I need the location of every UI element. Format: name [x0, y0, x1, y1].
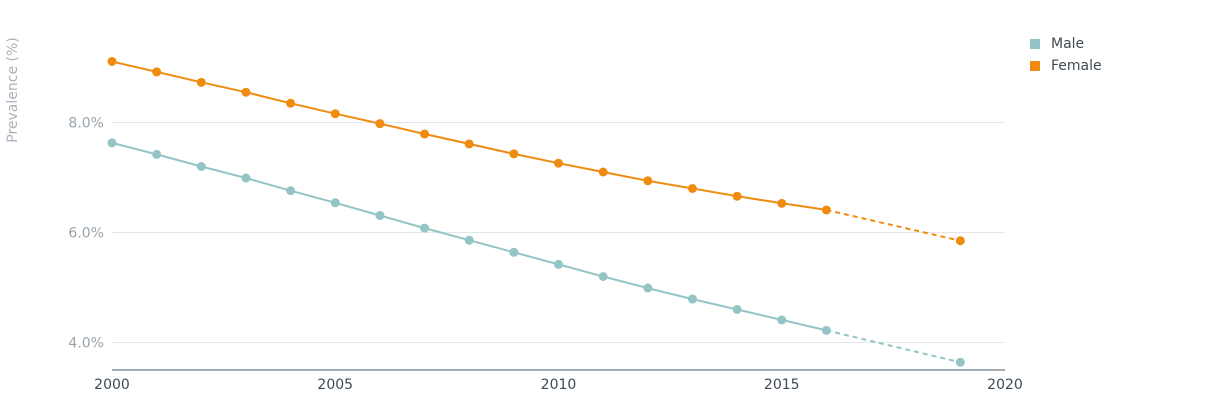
data-point-male[interactable]: [777, 315, 787, 325]
x-tick-label: 2015: [764, 377, 800, 393]
data-point-male[interactable]: [196, 162, 206, 171]
data-point-female[interactable]: [777, 198, 787, 208]
data-point-female[interactable]: [687, 184, 697, 193]
data-point-male[interactable]: [286, 186, 296, 196]
data-point-female[interactable]: [464, 139, 474, 149]
x-tick-label: 2005: [317, 377, 353, 393]
y-tick-label: 4.0%: [68, 336, 104, 352]
series-male: [107, 138, 965, 367]
data-point-male[interactable]: [330, 198, 340, 208]
legend-item-male[interactable]: Male: [1030, 33, 1102, 55]
data-point-male[interactable]: [687, 294, 697, 304]
x-tick-label: 2010: [541, 377, 577, 393]
series-projection-male: [826, 329, 961, 364]
data-point-female[interactable]: [420, 129, 430, 139]
data-point-female[interactable]: [955, 236, 965, 246]
legend-label-female: Female: [1051, 58, 1102, 74]
legend-label-male: Male: [1051, 36, 1085, 52]
data-point-female[interactable]: [821, 205, 831, 215]
data-point-female[interactable]: [196, 77, 206, 87]
data-point-female[interactable]: [554, 158, 563, 168]
data-point-male[interactable]: [955, 357, 965, 367]
legend-swatch-male: [1030, 39, 1040, 49]
series-female: [107, 56, 965, 246]
legend-swatch-female: [1030, 61, 1040, 71]
data-point-male[interactable]: [420, 223, 430, 233]
series-line-female: [111, 60, 827, 211]
data-point-male[interactable]: [464, 235, 474, 245]
data-point-female[interactable]: [643, 176, 653, 186]
y-axis-label: Prevalence (%): [5, 37, 21, 143]
data-point-female[interactable]: [509, 149, 519, 159]
y-axis: 4.0% 6.0% 8.0%: [68, 116, 104, 352]
data-point-female[interactable]: [598, 167, 608, 177]
series-projection-female: [826, 208, 961, 242]
data-point-male[interactable]: [241, 173, 251, 183]
data-point-male[interactable]: [732, 305, 742, 314]
data-point-male[interactable]: [598, 272, 608, 281]
data-point-male[interactable]: [554, 259, 563, 269]
data-point-female[interactable]: [330, 109, 340, 119]
data-point-female[interactable]: [241, 87, 251, 97]
data-point-male[interactable]: [375, 210, 385, 220]
data-point-male[interactable]: [643, 283, 653, 293]
x-tick-label: 2020: [987, 377, 1023, 393]
data-point-male[interactable]: [821, 325, 831, 335]
x-tick-label: 2000: [94, 377, 130, 393]
data-point-female[interactable]: [286, 98, 296, 108]
data-point-female[interactable]: [107, 56, 117, 66]
data-point-male[interactable]: [509, 247, 519, 257]
series-layer: [107, 56, 965, 367]
data-point-male[interactable]: [107, 138, 117, 148]
legend-item-female[interactable]: Female: [1030, 55, 1102, 77]
data-point-female[interactable]: [152, 67, 162, 77]
y-tick-label: 8.0%: [68, 116, 104, 132]
data-point-male[interactable]: [152, 149, 162, 159]
legend: Male Female: [1030, 33, 1102, 77]
data-point-female[interactable]: [732, 191, 742, 201]
x-axis: 2000 2005 2010 2015 2020: [94, 369, 1023, 393]
y-tick-label: 6.0%: [68, 226, 104, 242]
gridlines: [112, 122, 1005, 343]
data-point-female[interactable]: [375, 119, 385, 129]
